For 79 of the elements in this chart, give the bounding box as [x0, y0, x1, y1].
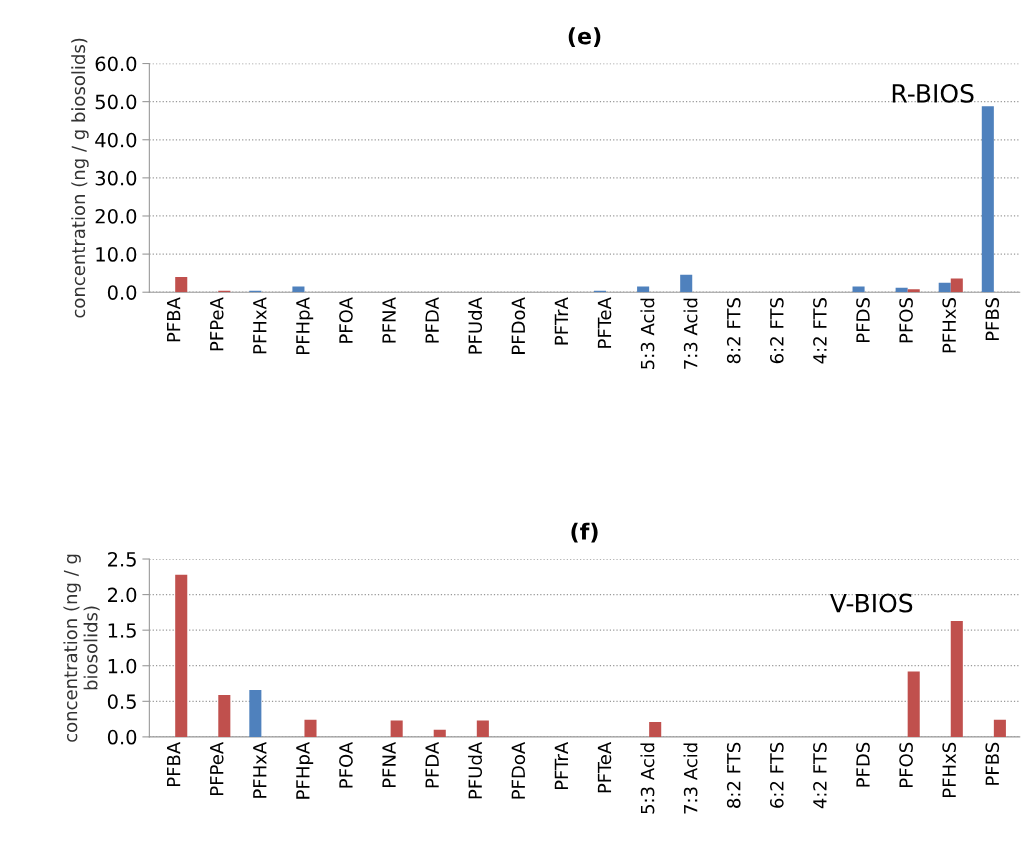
x-tick-label: 7:3 Acid — [683, 743, 698, 814]
x-tick-label: 8:2 FTS — [726, 742, 741, 808]
bar — [852, 286, 865, 293]
x-tick-label: PFBA — [167, 741, 181, 786]
x-tick-label: PFDS — [856, 742, 870, 787]
y-tick-label: 0.0 — [107, 285, 137, 300]
y-tick-label: 1.0 — [108, 658, 137, 674]
y-tick-label: 2.5 — [108, 551, 136, 567]
x-tick-label: PFHpA — [296, 297, 314, 354]
bar — [981, 106, 994, 293]
x-tick-label: 8:2 FTS — [726, 298, 741, 364]
y-axis-title: concentration (ng / g biosolids) — [63, 554, 100, 742]
x-tick-label: PFOA — [339, 741, 353, 788]
x-tick-label: 6:2 FTS — [770, 298, 784, 364]
y-tick-label: 1.5 — [108, 623, 136, 638]
x-tick-label: PFHxA — [253, 741, 267, 798]
x-tick-label: PFTrA — [554, 741, 568, 790]
bar — [637, 286, 650, 293]
y-tick-label: 0.0 — [107, 729, 137, 745]
bar — [993, 719, 1006, 737]
y-tick-label: 50.0 — [95, 94, 137, 110]
x-tick-label: PFHpA — [296, 741, 314, 799]
x-tick-label: 4:2 FTS — [813, 742, 827, 809]
bar — [907, 671, 920, 737]
y-tick-label: 0.5 — [107, 694, 136, 709]
x-tick-label: 5:3 Acid — [640, 743, 655, 814]
x-tick-label: PFUdA — [468, 741, 483, 799]
x-tick-label: PFOS — [899, 742, 913, 787]
y-tick-label: 10.0 — [96, 247, 137, 262]
bar — [433, 729, 446, 737]
y-tick-label: 20.0 — [95, 208, 137, 224]
annotation: V-BIOS — [830, 593, 913, 613]
x-tick-label: PFBS — [985, 298, 1000, 341]
annotation: R-BIOS — [892, 83, 974, 103]
bar — [175, 276, 188, 293]
bar — [680, 274, 693, 293]
x-tick-label: PFPeA — [210, 741, 224, 795]
x-tick-label: 6:2 FTS — [770, 742, 784, 808]
bar — [218, 694, 231, 737]
x-tick-label: PFDoA — [511, 741, 526, 799]
x-tick-label: 4:2 FTS — [813, 298, 827, 364]
x-tick-label: PFNA — [382, 297, 396, 343]
x-tick-label: PFNA — [382, 741, 396, 788]
x-tick-label: PFDoA — [511, 297, 526, 354]
bar — [907, 289, 920, 293]
bar — [175, 574, 188, 737]
bar — [304, 719, 317, 737]
chart-title: (e) — [568, 27, 601, 48]
y-tick-label: 60.0 — [95, 56, 137, 72]
bar — [950, 620, 963, 737]
x-tick-label: PFBS — [985, 742, 1000, 785]
x-tick-label: PFTrA — [554, 297, 568, 345]
x-tick-label: PFDA — [425, 297, 439, 343]
x-tick-label: PFHxA — [253, 297, 267, 354]
y-tick-label: 2.0 — [108, 587, 137, 603]
x-tick-label: PFHxS — [942, 298, 956, 353]
y-tick-label: 30.0 — [95, 170, 137, 186]
bar — [390, 720, 403, 737]
x-tick-label: PFBA — [167, 297, 181, 342]
x-tick-label: PFOS — [899, 298, 913, 343]
x-tick-label: PFTeA — [597, 297, 612, 348]
x-tick-label: PFDA — [425, 741, 439, 788]
x-tick-label: PFHxS — [942, 742, 956, 797]
bar — [938, 282, 951, 293]
bar — [292, 286, 305, 293]
bar — [950, 278, 963, 293]
chart-title: (f) — [571, 522, 598, 543]
x-tick-label: PFOA — [339, 297, 353, 343]
y-axis-title: concentration (ng / g biosolids) — [71, 38, 89, 318]
x-tick-label: PFTeA — [597, 741, 612, 793]
x-tick-label: PFDS — [856, 298, 870, 342]
x-tick-label: 7:3 Acid — [683, 298, 698, 369]
bar — [649, 721, 662, 737]
y-tick-label: 40.0 — [95, 132, 137, 148]
x-tick-label: PFPeA — [210, 297, 224, 351]
bar — [476, 720, 489, 737]
bar — [249, 689, 262, 737]
x-tick-label: 5:3 Acid — [640, 298, 655, 369]
x-tick-label: PFUdA — [468, 297, 483, 354]
